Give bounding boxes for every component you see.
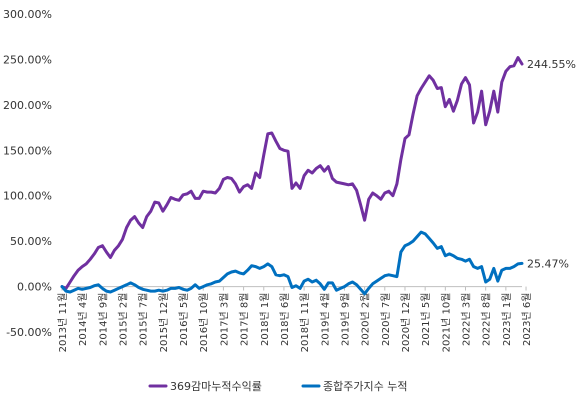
x-tick-label: 2020년 2월 <box>360 293 372 346</box>
x-tick-label: 2022년 3월 <box>461 293 473 346</box>
x-tick-label: 2020년 7월 <box>380 293 392 346</box>
x-tick-label: 2017년 3월 <box>218 293 230 346</box>
x-tick-label: 2019년 9월 <box>339 293 351 346</box>
x-tick-label: 2015년 7월 <box>138 293 150 346</box>
y-tick-label: 250.00% <box>3 53 52 66</box>
x-tick-label: 2014년 9월 <box>97 293 109 346</box>
series-end-label-0: 244.55% <box>527 58 576 71</box>
x-tick-label: 2019년 4월 <box>319 293 331 346</box>
series-lines <box>60 56 524 296</box>
x-tick-marks <box>61 286 527 291</box>
x-tick-label: 2018년 6월 <box>279 293 291 346</box>
y-tick-label: 300.00% <box>3 8 52 21</box>
x-tick-label: 2016년 5월 <box>178 293 190 346</box>
legend: 369감마누적수익률 종합주가지수 누적 <box>148 380 407 393</box>
x-tick-label: 2020년 12월 <box>400 293 412 353</box>
x-tick-label: 2016년 10월 <box>198 293 210 353</box>
y-tick-label: 100.00% <box>3 190 52 203</box>
y-tick-label: 0.00% <box>17 281 52 294</box>
x-tick-label: 2018년 1월 <box>259 293 271 346</box>
x-tick-label: 2015년 12월 <box>158 293 170 353</box>
x-tick-label: 2018년 11월 <box>299 293 311 353</box>
y-tick-label: -50.00% <box>6 326 52 339</box>
x-tick-label: 2015년 2월 <box>118 293 130 346</box>
series-line-0 <box>60 56 524 290</box>
y-tick-label: 50.00% <box>10 235 52 248</box>
x-tick-label: 2017년 8월 <box>239 293 251 346</box>
x-tick-label: 2021년 10월 <box>440 293 452 353</box>
x-tick-label: 2021년 5월 <box>420 293 432 346</box>
x-tick-label: 2022년 8월 <box>481 293 493 346</box>
x-axis-labels: 2013년 11월 2014년 4월 2014년 9월 2015년 2월 2015년 7… <box>57 293 533 353</box>
legend-label: 종합주가지수 누적 <box>323 380 407 393</box>
series-end-label-1: 25.47% <box>527 257 569 270</box>
end-labels: 244.55% 25.47% <box>527 58 576 270</box>
x-tick-label: 2013년 11월 <box>57 293 69 353</box>
x-tick-label: 2014년 4월 <box>77 293 89 346</box>
y-tick-label: 150.00% <box>3 144 52 157</box>
legend-label: 369감마누적수익률 <box>170 380 262 393</box>
series-line-1 <box>60 230 524 296</box>
x-tick-label: 2023년 1월 <box>501 293 513 346</box>
x-tick-label: 2023년 6월 <box>521 293 533 346</box>
y-axis-labels: 300.00% 250.00% 200.00% 150.00% 100.00% 50.00… <box>3 8 52 339</box>
y-tick-label: 200.00% <box>3 99 52 112</box>
